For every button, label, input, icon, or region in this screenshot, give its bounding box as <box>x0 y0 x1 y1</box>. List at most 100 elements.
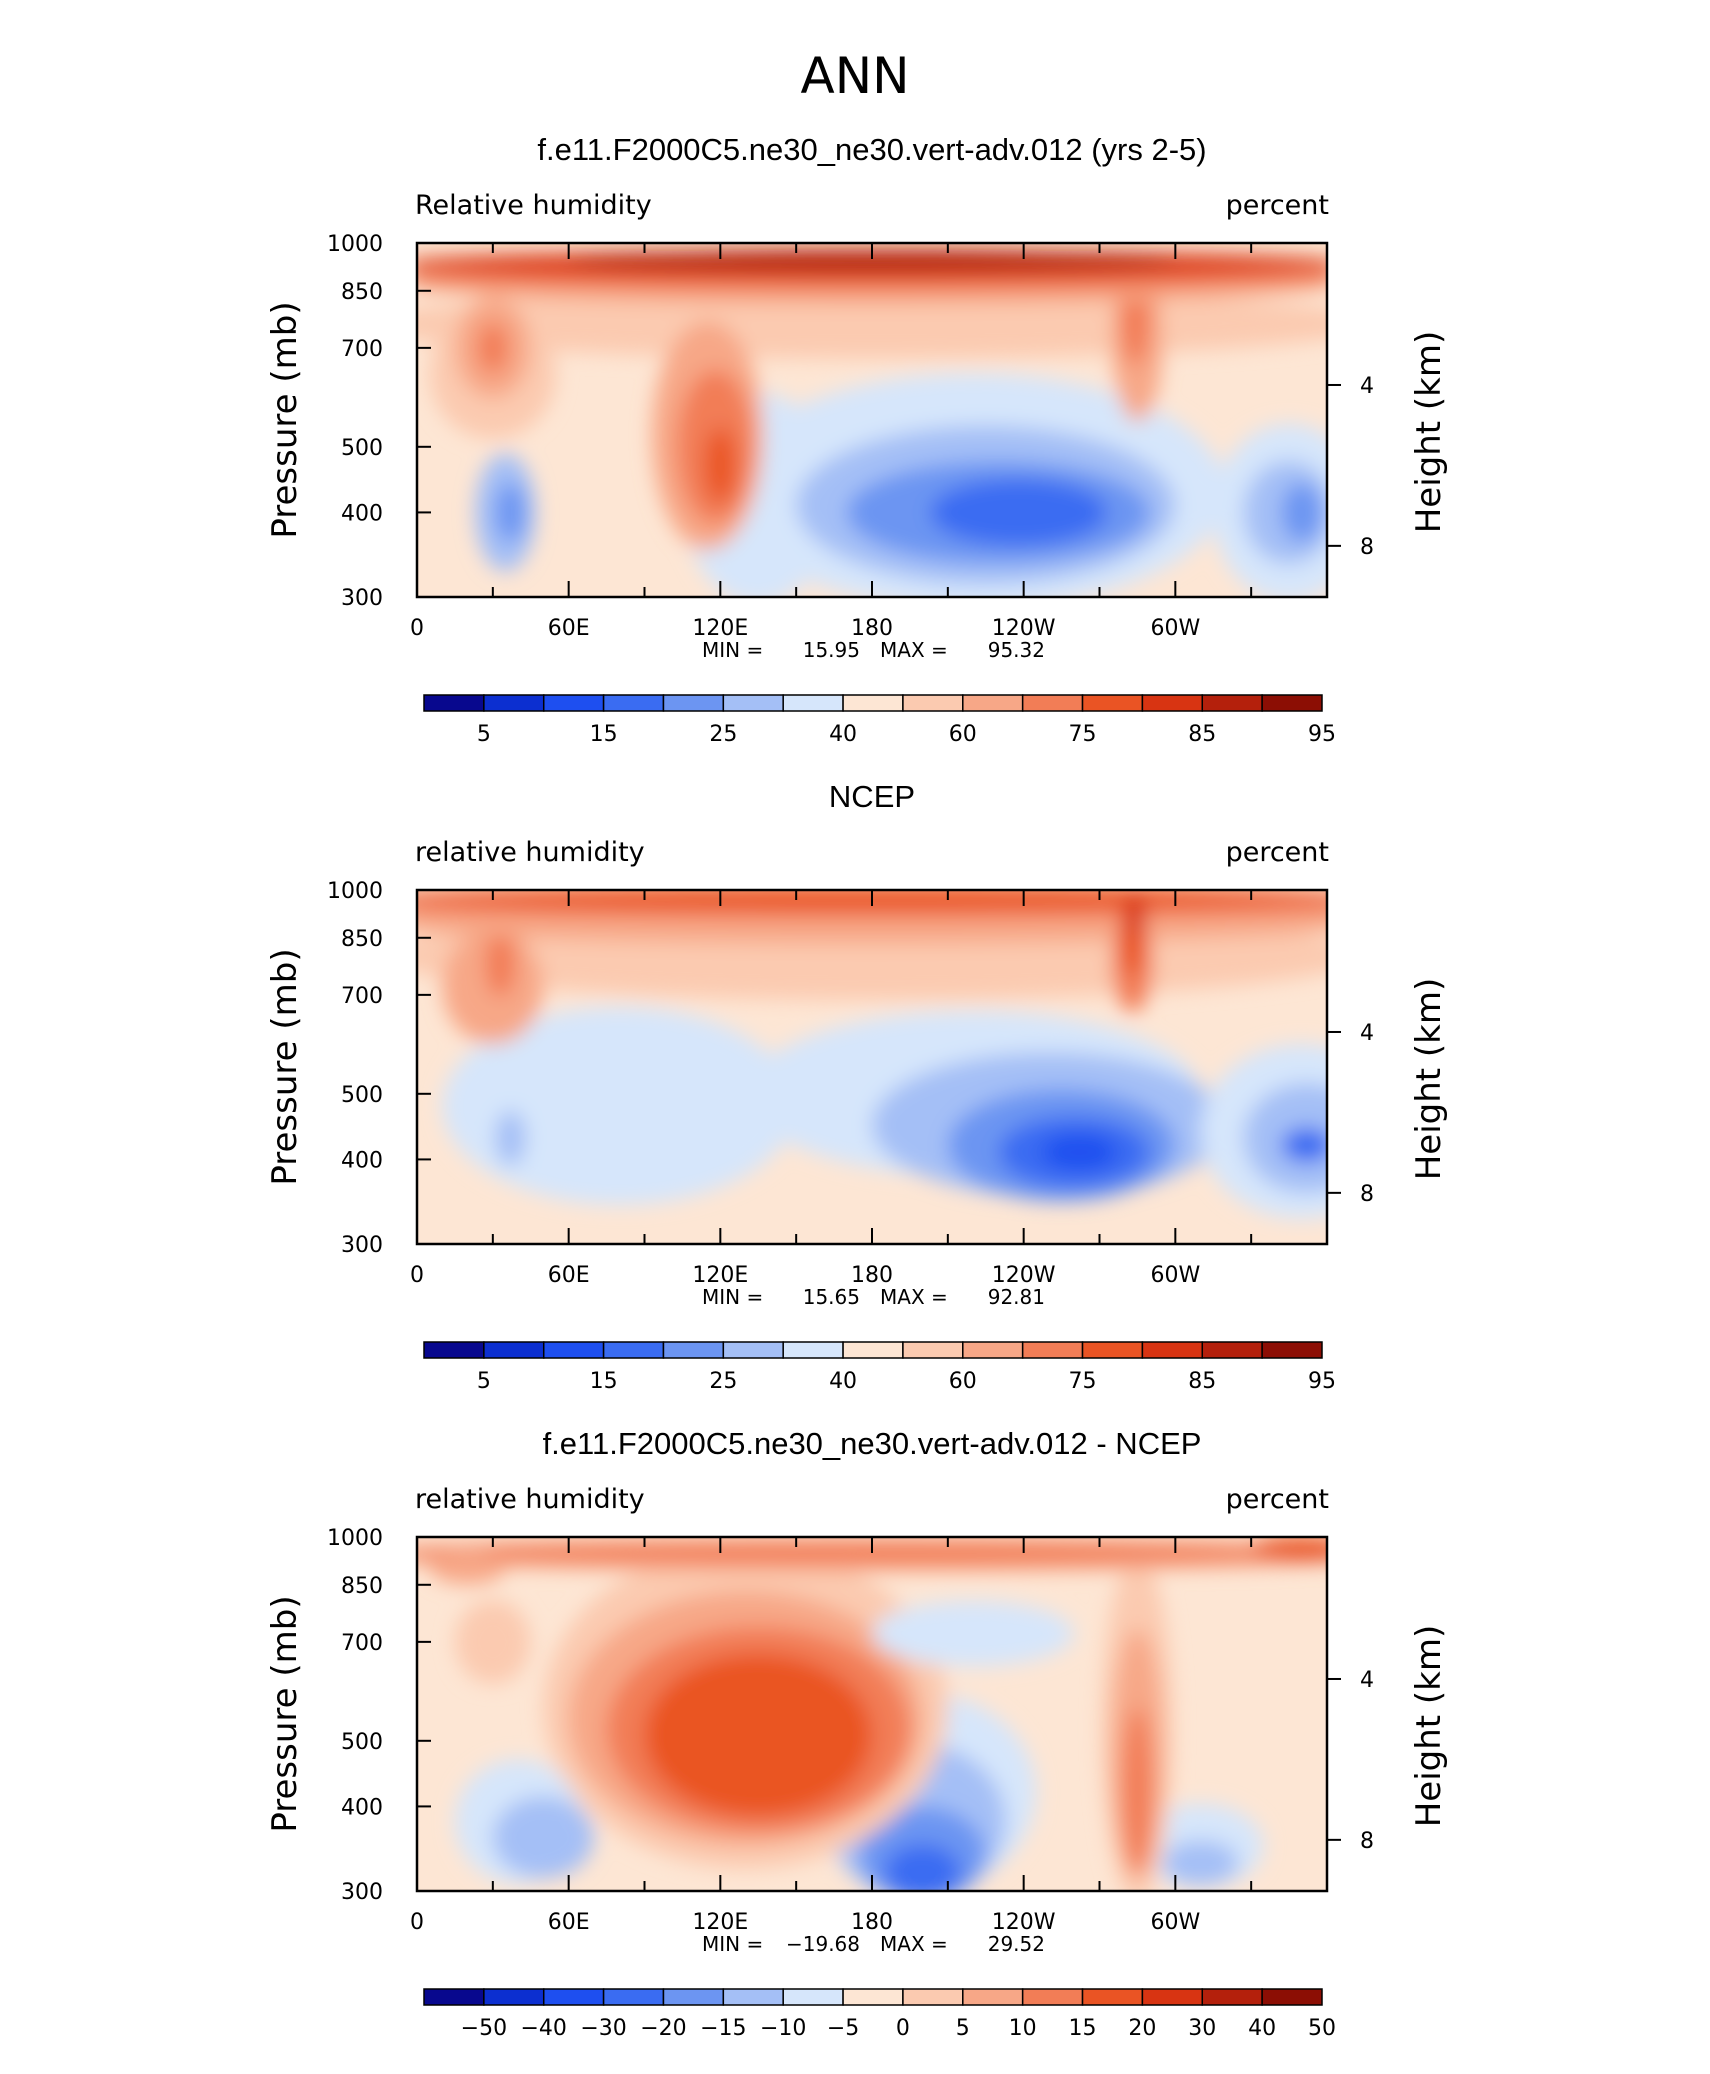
contour-level <box>477 322 509 374</box>
colorbar-label: 15 <box>1069 2016 1097 2041</box>
y-tick-label: 700 <box>341 984 383 1009</box>
colorbar-swatch <box>842 1988 904 2006</box>
colorbar-swatch <box>902 1988 964 2006</box>
contour-level <box>429 1551 506 1585</box>
colorbar-swatch <box>962 1341 1024 1359</box>
y2-tick-label: 8 <box>1360 535 1374 560</box>
colorbar-swatch <box>782 1341 844 1359</box>
y-tick-label: 500 <box>341 1083 383 1108</box>
y-tick-label: 300 <box>341 1880 383 1905</box>
x-tick-label: 180 <box>851 1263 893 1288</box>
colorbar-label: 95 <box>1308 722 1336 747</box>
x-tick-label: 60W <box>1150 1263 1200 1288</box>
colorbar-swatch <box>1201 1341 1263 1359</box>
x-tick-label: 60E <box>548 1263 590 1288</box>
colorbar-label: 25 <box>709 1369 737 1394</box>
colorbar-label: 60 <box>949 722 977 747</box>
units-label: percent <box>1226 190 1329 221</box>
colorbar-swatch <box>542 694 605 712</box>
x-tick-label: 60W <box>1150 1910 1200 1935</box>
y2-tick-label: 4 <box>1360 1021 1374 1046</box>
colorbar-swatch <box>423 694 485 712</box>
contour-field <box>417 890 1327 1244</box>
colorbar-label: 30 <box>1188 2016 1216 2041</box>
contour-level <box>454 1599 531 1684</box>
y2-axis-title: Height (km) <box>1409 978 1449 1181</box>
colorbar-swatch <box>782 694 844 712</box>
contour-level <box>442 1006 797 1205</box>
y-tick-label: 1000 <box>327 879 383 904</box>
contour-level <box>1162 1840 1239 1886</box>
colorbar-label: 85 <box>1188 1369 1216 1394</box>
max-label: MAX = <box>880 1285 948 1309</box>
colorbar-label: 85 <box>1188 722 1216 747</box>
x-tick-label: 120W <box>992 1263 1056 1288</box>
contour-level <box>1041 1134 1118 1171</box>
contour-level <box>1124 892 1145 937</box>
colorbar-label: 0 <box>896 2016 910 2041</box>
y-axis-title: Pressure (mb) <box>265 301 305 538</box>
colorbar-label: 15 <box>590 1369 618 1394</box>
x-tick-label: 120E <box>692 616 748 641</box>
colorbar-swatch <box>602 694 665 712</box>
colorbar-label: 20 <box>1128 2016 1156 2041</box>
max-label: MAX = <box>880 638 948 662</box>
colorbar-label: −15 <box>700 2016 746 2041</box>
colorbar-label: 5 <box>477 1369 491 1394</box>
colorbar-label: 5 <box>956 2016 970 2041</box>
colorbar-label: 75 <box>1069 1369 1097 1394</box>
colorbar-swatch <box>1081 694 1144 712</box>
x-tick-label: 180 <box>851 1910 893 1935</box>
x-tick-label: 120E <box>692 1263 748 1288</box>
colorbar-swatch <box>662 1988 725 2006</box>
colorbar-swatch <box>722 1341 784 1359</box>
contour-level <box>1122 1707 1153 1877</box>
colorbar-swatch <box>1141 1988 1204 2006</box>
x-tick-label: 60W <box>1150 616 1200 641</box>
colorbar-label: −5 <box>827 2016 859 2041</box>
colorbar-label: 50 <box>1308 2016 1336 2041</box>
y-tick-label: 1000 <box>327 232 383 257</box>
y-tick-label: 500 <box>341 1730 383 1755</box>
y-axis-title: Pressure (mb) <box>265 948 305 1185</box>
colorbar-label: 40 <box>829 1369 857 1394</box>
colorbar-swatch <box>1261 1988 1323 2006</box>
colorbar-label: −50 <box>461 2016 507 2041</box>
colorbar-swatch <box>602 1341 665 1359</box>
y2-tick-label: 8 <box>1360 1182 1374 1207</box>
colorbar-swatch <box>1201 1988 1263 2006</box>
y-tick-label: 850 <box>341 1574 383 1599</box>
colorbar-swatch <box>1021 694 1084 712</box>
contour-level <box>495 1110 526 1166</box>
colorbar-swatch <box>722 694 784 712</box>
y2-tick-label: 4 <box>1360 1668 1374 1693</box>
y-tick-label: 400 <box>341 1795 383 1820</box>
min-label: MIN = <box>702 1285 763 1309</box>
colorbar: −50 −40 −30 −20 −15 −10 −5 0 5 10 15 20 30 40 50 <box>423 1988 1336 2041</box>
colorbar-swatch <box>902 1341 964 1359</box>
y2-tick-label: 4 <box>1360 374 1374 399</box>
colorbar-label: −20 <box>640 2016 686 2041</box>
colorbar-swatch <box>902 694 964 712</box>
colorbar-swatch <box>483 1341 545 1359</box>
colorbar-label: 60 <box>949 1369 977 1394</box>
colorbar-swatch <box>842 694 904 712</box>
colorbar: 5 15 25 40 60 75 85 95 <box>423 694 1336 747</box>
colorbar-label: 10 <box>1009 2016 1037 2041</box>
colorbar-swatch <box>423 1988 485 2006</box>
contour-level <box>485 929 516 998</box>
colorbar-label: 25 <box>709 722 737 747</box>
x-tick-label: 60E <box>548 1910 590 1935</box>
colorbar-swatch <box>483 694 545 712</box>
y-tick-label: 850 <box>341 927 383 952</box>
colorbar-swatch <box>542 1341 605 1359</box>
contour-level <box>884 1844 961 1891</box>
contour-level <box>1251 1537 1327 1561</box>
y-tick-label: 400 <box>341 1148 383 1173</box>
x-tick-label: 120W <box>992 616 1056 641</box>
contour-level <box>705 427 736 503</box>
colorbar-swatch <box>662 694 725 712</box>
contour-level <box>930 479 1108 546</box>
y-tick-label: 400 <box>341 501 383 526</box>
colorbar-label: 75 <box>1069 722 1097 747</box>
